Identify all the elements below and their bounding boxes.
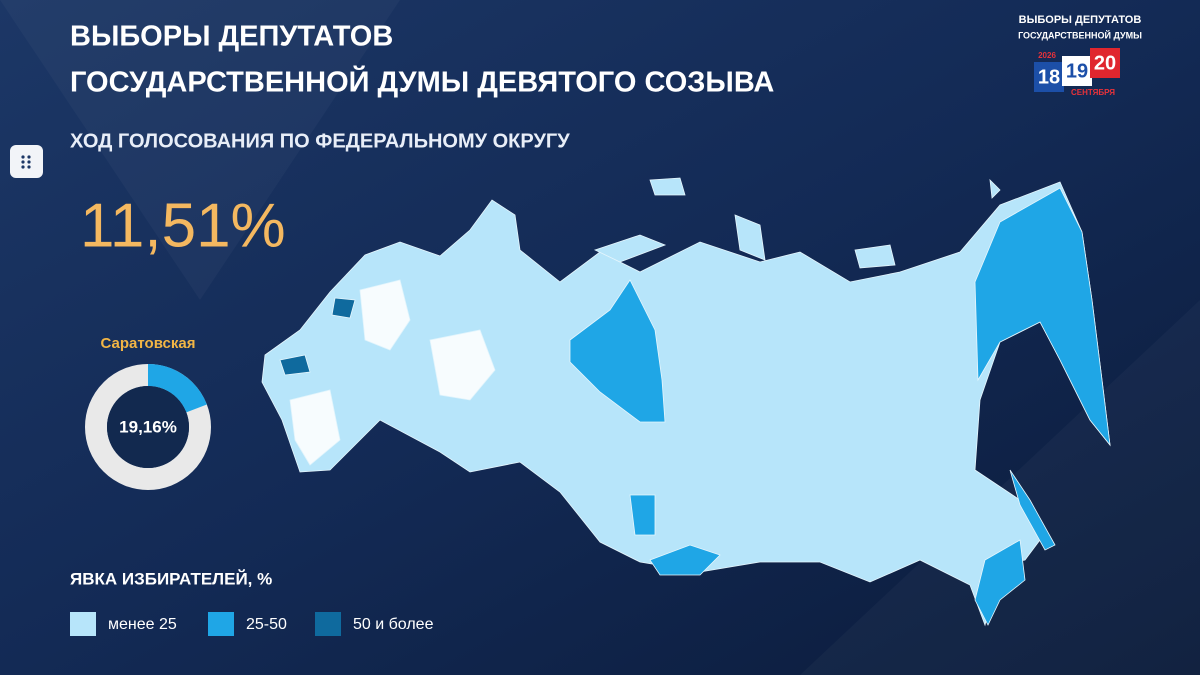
title-line: ВЫБОРЫ ДЕПУТАТОВ [70, 21, 393, 53]
turnout-value: 11,51% [80, 191, 286, 260]
legend-label: менее 25 [108, 616, 177, 633]
menu-button[interactable] [10, 145, 43, 178]
title-line: ГОСУДАРСТВЕННОЙ ДУМЫ ДЕВЯТОГО СОЗЫВА [70, 65, 774, 99]
subtitle: ХОД ГОЛОСОВАНИЯ ПО ФЕДЕРАЛЬНОМУ ОКРУГУ [70, 130, 570, 152]
logo-year: 2026 [1038, 51, 1056, 60]
legend-title: ЯВКА ИЗБИРАТЕЛЕЙ, % [70, 569, 272, 588]
legend-label: 50 и более [353, 616, 434, 633]
logo-month: СЕНТЯБРЯ [1071, 88, 1115, 97]
legend-swatch [315, 612, 341, 636]
legend: менее 25 25-50 50 и более [70, 612, 434, 636]
donut-label: 19,16% [119, 417, 177, 436]
logo-day: 18 [1038, 66, 1060, 88]
legend-swatch [70, 612, 96, 636]
logo-text: ВЫБОРЫ ДЕПУТАТОВ [1019, 14, 1142, 26]
map [261, 177, 1111, 627]
logo-box [1034, 62, 1064, 92]
logo-day: 19 [1066, 60, 1088, 82]
menu-icon [21, 155, 31, 169]
donut-arc [85, 364, 211, 490]
logo-box [1090, 48, 1120, 78]
legend-swatch [208, 612, 234, 636]
logo-day: 20 [1094, 52, 1116, 74]
donut-center [107, 386, 189, 468]
region-name: Саратовская [101, 335, 196, 352]
legend-label: 25-50 [246, 616, 287, 633]
logo-text: ГОСУДАРСТВЕННОЙ ДУМЫ [1018, 29, 1142, 40]
logo-box [1062, 56, 1092, 86]
